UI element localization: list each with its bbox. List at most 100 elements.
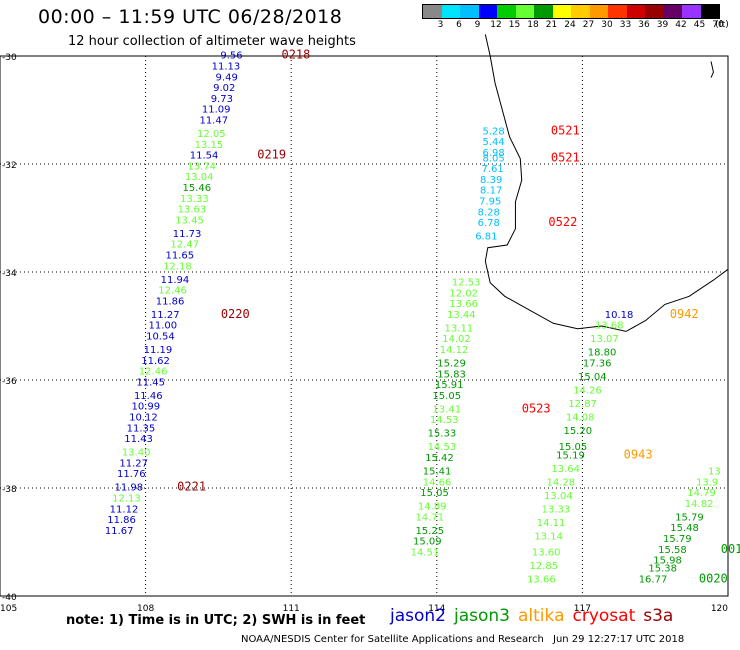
footer-timestamp: Jun 29 12:27:17 UTC 2018 [553,634,685,645]
colorbar-swatch [534,5,553,18]
swh-value: 15.42 [425,453,454,464]
track-time-label: 0943 [624,447,653,461]
footer-credit: NOAA/NESDIS Center for Satellite Applica… [241,634,544,645]
swh-value: 14.11 [537,518,566,529]
swh-value: 10.12 [129,413,158,424]
track-time-label: 0522 [548,215,577,229]
swh-value: 14.28 [546,477,575,488]
swh-value: 13.68 [595,321,624,332]
swh-value: 15.83 [437,369,466,380]
swh-value: 6.78 [478,218,500,229]
colorbar-swatch [423,5,442,18]
swh-value: 11.46 [134,391,163,402]
swh-value: 14.82 [685,499,714,510]
chart-title: 00:00 – 11:59 UTC 06/28/2018 [38,6,343,28]
swh-value: 13.33 [180,194,209,205]
lake-outline [710,61,714,78]
swh-value: 15.09 [413,537,442,548]
colorbar-swatch [515,5,534,18]
colorbar-label: 15 [508,20,521,30]
swh-value: 13.66 [527,575,556,586]
swh-value: 10.18 [605,310,634,321]
colorbar-label: 9 [474,20,481,30]
swh-value: 13.15 [195,140,224,151]
colorbar-label: 33 [619,20,632,30]
y-tick-label: -34 [2,269,17,279]
colorbar-swatch [441,5,460,18]
legend-jason3: jason3 [454,606,510,626]
colorbar-label: (ft) [715,20,729,30]
swh-value: 8.05 [482,153,504,164]
swh-value: 11.43 [124,434,153,445]
swh-value: 14.02 [442,334,471,345]
swh-value: 9.73 [211,94,233,105]
swh-value: 15.41 [423,467,452,478]
swh-value: 11.86 [107,515,136,526]
swh-value: 12.46 [158,286,187,297]
legend-jason2: jason2 [390,606,446,626]
swh-value: 18.80 [588,348,617,359]
swh-value: 11.67 [105,526,134,537]
swh-value: 13.44 [447,310,476,321]
swh-value: 14.71 [415,512,444,523]
swh-value: 6.98 [482,148,504,159]
swh-value: 6.81 [475,232,497,243]
swh-value: 12.02 [449,288,478,299]
swh-value: 13.66 [449,299,478,310]
swh-value: 15.58 [658,545,687,556]
track-time-label: 0221 [177,480,206,494]
swh-value: 5.28 [482,126,504,137]
colorbar-label: 45 [693,20,706,30]
swh-value: 15.29 [437,359,466,370]
swh-value: 13.04 [544,491,573,502]
swh-value: 11.98 [115,483,144,494]
swh-value: 11.27 [119,458,148,469]
chart-subtitle: 12 hour collection of altimeter wave hei… [68,34,356,49]
swh-value: 11.65 [165,251,194,262]
swh-value: 12.85 [529,561,558,572]
swh-value: 12.05 [197,129,226,140]
y-tick-label: -36 [2,377,17,387]
y-tick-label: -30 [2,53,17,63]
swh-value: 12.18 [163,261,192,272]
colorbar-label: 18 [527,20,539,30]
swh-value: 12.47 [170,240,199,251]
swh-value: 10.99 [132,402,161,413]
swh-value: 11.45 [136,377,165,388]
colorbar-swatch [478,5,497,18]
colorbar-swatch [700,5,719,18]
y-tick-label: -32 [2,161,17,171]
swh-value: 8.28 [478,207,500,218]
swh-value: 15.04 [578,372,607,383]
x-tick-label: 105 [0,604,17,614]
track-time-label: 0218 [281,48,310,62]
swh-value: 13.33 [542,504,571,515]
track-time-label: 0521 [551,123,580,137]
colorbar-label: 39 [656,20,669,30]
swh-value: 14.53 [430,415,459,426]
swh-value: 11.94 [161,275,190,286]
swh-value: 11.73 [173,229,202,240]
track-time-label: 0521 [551,150,580,164]
swh-value: 14.12 [440,345,469,356]
swh-value: 15.05 [559,442,588,453]
swh-value: 9.49 [216,72,238,83]
swh-value: 11.09 [202,105,231,116]
track-time-label: 0942 [670,307,699,321]
x-tick-label: 117 [574,604,591,614]
swh-value: 13.07 [590,334,619,345]
swh-value: 15.05 [432,391,461,402]
swh-value: 8.17 [480,186,502,197]
swh-value: 12.53 [452,278,481,289]
colorbar-swatch [626,5,645,18]
colorbar-label: 27 [582,20,595,30]
colorbar-label: 30 [601,20,613,30]
swh-value: 5.44 [482,137,504,148]
swh-value: 14.53 [428,442,457,453]
swh-value: 13.45 [175,215,204,226]
colorbar-label: 36 [638,20,650,30]
colorbar-swatch [497,5,516,18]
x-tick-label: 111 [283,604,300,614]
swh-value: 9.56 [220,51,242,62]
colorbar-swatch [608,5,627,18]
